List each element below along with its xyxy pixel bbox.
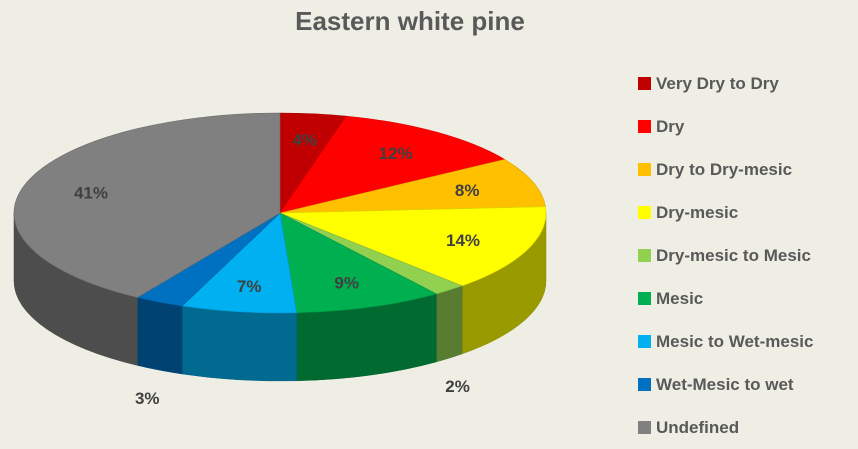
pie-data-label-3: 14% xyxy=(446,231,480,250)
legend-item-2: Dry to Dry-mesic xyxy=(638,148,858,191)
legend-label: Dry-mesic to Mesic xyxy=(656,246,811,266)
legend-swatch xyxy=(638,292,651,305)
legend-item-4: Dry-mesic to Mesic xyxy=(638,234,858,277)
pie-side-6 xyxy=(182,306,297,381)
legend: Very Dry to Dry Dry Dry to Dry-mesic Dry-me… xyxy=(638,62,858,449)
legend-swatch xyxy=(638,77,651,90)
legend-label: Dry to Dry-mesic xyxy=(656,160,792,180)
legend-swatch xyxy=(638,378,651,391)
legend-label: Undefined xyxy=(656,418,739,438)
legend-item-5: Mesic xyxy=(638,277,858,320)
legend-swatch xyxy=(638,206,651,219)
legend-item-3: Dry-mesic xyxy=(638,191,858,234)
pie-side-4 xyxy=(436,286,462,362)
legend-item-0: Very Dry to Dry xyxy=(638,62,858,105)
pie-data-label-6: 7% xyxy=(237,277,262,296)
pie-data-label-7: 3% xyxy=(135,389,160,408)
legend-item-7: Wet-Mesic to wet xyxy=(638,363,858,406)
legend-swatch xyxy=(638,249,651,262)
pie-side-7 xyxy=(137,297,182,374)
pie-top xyxy=(14,113,546,313)
legend-swatch xyxy=(638,335,651,348)
legend-swatch xyxy=(638,120,651,133)
pie-data-label-5: 9% xyxy=(334,274,359,293)
legend-item-1: Dry xyxy=(638,105,858,148)
pie-data-label-1: 12% xyxy=(379,144,413,163)
legend-swatch xyxy=(638,163,651,176)
legend-swatch xyxy=(638,421,651,434)
legend-label: Wet-Mesic to wet xyxy=(656,375,794,395)
legend-label: Mesic xyxy=(656,289,703,309)
pie-data-label-2: 8% xyxy=(455,181,480,200)
legend-item-8: Undefined xyxy=(638,406,858,449)
pie-data-label-4: 2% xyxy=(445,377,470,396)
legend-label: Dry xyxy=(656,117,684,137)
legend-label: Mesic to Wet-mesic xyxy=(656,332,813,352)
legend-item-6: Mesic to Wet-mesic xyxy=(638,320,858,363)
pie-data-label-8: 41% xyxy=(74,183,108,202)
legend-label: Very Dry to Dry xyxy=(656,74,779,94)
legend-label: Dry-mesic xyxy=(656,203,738,223)
pie-data-label-0: 4% xyxy=(292,131,317,150)
